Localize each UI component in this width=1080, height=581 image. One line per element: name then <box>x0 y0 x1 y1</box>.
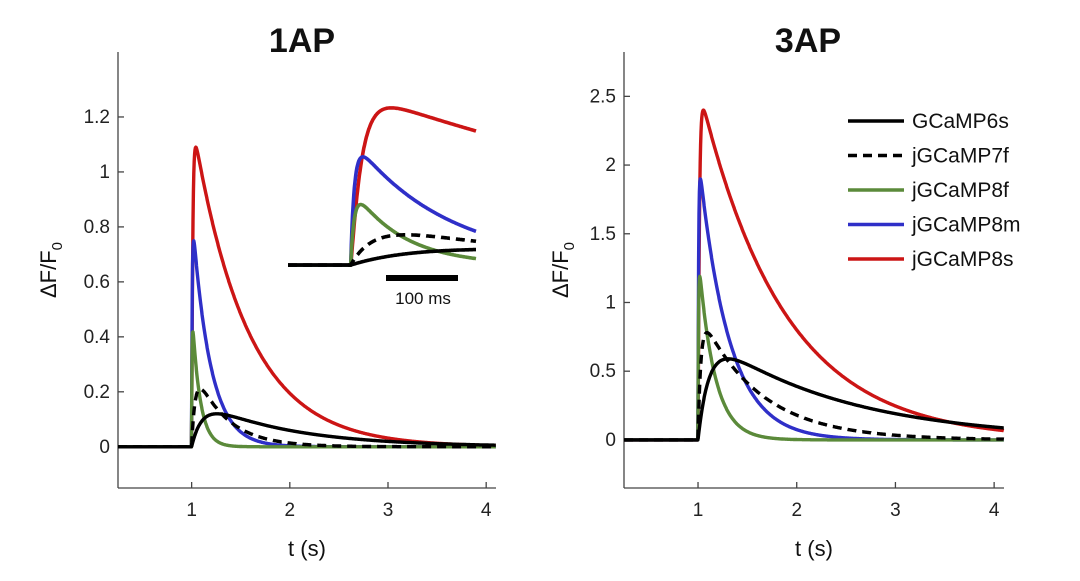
x-tick-label: 3 <box>890 500 901 521</box>
y-tick-label: 2 <box>605 155 616 176</box>
x-tick-label: 4 <box>481 500 492 521</box>
chart-title-3ap: 3AP <box>775 22 841 60</box>
series-line-gcamp6s <box>116 412 498 449</box>
y-tick-label: 1 <box>605 292 616 313</box>
y-label-subscript: 0 <box>561 242 578 250</box>
series-layer-1ap <box>116 145 498 449</box>
y-tick-label: 0.6 <box>84 272 110 293</box>
series-layer-3ap <box>622 108 1006 442</box>
y-ticks-3ap: 0 0.5 1 1.5 2 2.5 <box>590 86 630 451</box>
y-tick-label: 0.4 <box>84 327 111 348</box>
y-label-subscript: 0 <box>49 242 66 250</box>
inset-series-layer <box>286 106 478 267</box>
y-label-main: ΔF/F <box>36 250 61 298</box>
axes-3ap <box>623 52 1004 489</box>
series-line-jgcamp8f <box>116 330 498 449</box>
legend: GCaMP6s jGCaMP7f jGCaMP8f jGCaMP8m jGCaMP8s <box>848 110 1021 271</box>
series-line-jgcamp7f <box>116 387 498 449</box>
x-axis-label-1ap: t (s) <box>288 536 326 561</box>
x-tick-label: 2 <box>285 500 296 521</box>
y-label-main: ΔF/F <box>548 250 573 298</box>
series-line-jgcamp8m <box>116 239 498 449</box>
y-tick-label: 1.2 <box>84 107 110 128</box>
y-tick-label: 0.5 <box>590 361 616 382</box>
y-tick-label: 0.2 <box>84 382 110 403</box>
legend-label-jgcamp8m: jGCaMP8m <box>911 214 1021 237</box>
y-tick-label: 0 <box>605 430 616 451</box>
series-line-gcamp6s <box>622 357 1006 442</box>
legend-label-jgcamp7f: jGCaMP7f <box>911 145 1009 168</box>
x-tick-label: 1 <box>186 500 197 521</box>
x-axis-label-3ap: t (s) <box>795 536 833 561</box>
y-tick-label: 0.8 <box>84 217 110 238</box>
x-tick-label: 2 <box>791 500 802 521</box>
series-line-jgcamp8f <box>622 274 1006 442</box>
x-ticks-1ap: 1 2 3 4 <box>186 482 492 521</box>
legend-label-gcamp6s: GCaMP6s <box>912 110 1009 133</box>
y-tick-label: 1 <box>99 162 110 183</box>
x-tick-label: 1 <box>693 500 704 521</box>
y-axis-label-1ap: ΔF/F0 <box>36 242 66 298</box>
y-axis-label-3ap: ΔF/F0 <box>548 242 578 298</box>
inset-zoom-1ap: 100 ms <box>286 106 478 308</box>
scale-bar-label: 100 ms <box>395 289 451 308</box>
y-tick-label: 0 <box>99 437 110 458</box>
chart-title-1ap: 1AP <box>269 22 335 60</box>
y-tick-label: 1.5 <box>590 224 616 245</box>
x-ticks-3ap: 1 2 3 4 <box>693 482 1000 521</box>
y-ticks-1ap: 0 0.2 0.4 0.6 0.8 1 1.2 <box>84 107 124 458</box>
legend-label-jgcamp8f: jGCaMP8f <box>911 179 1009 202</box>
legend-label-jgcamp8s: jGCaMP8s <box>911 248 1014 271</box>
x-tick-label: 4 <box>989 500 1000 521</box>
inset-line-jgcamp8s <box>286 106 478 267</box>
axes-1ap <box>117 52 496 489</box>
y-tick-label: 2.5 <box>590 86 616 107</box>
inset-line-gcamp6s <box>286 247 478 267</box>
x-tick-label: 3 <box>383 500 394 521</box>
